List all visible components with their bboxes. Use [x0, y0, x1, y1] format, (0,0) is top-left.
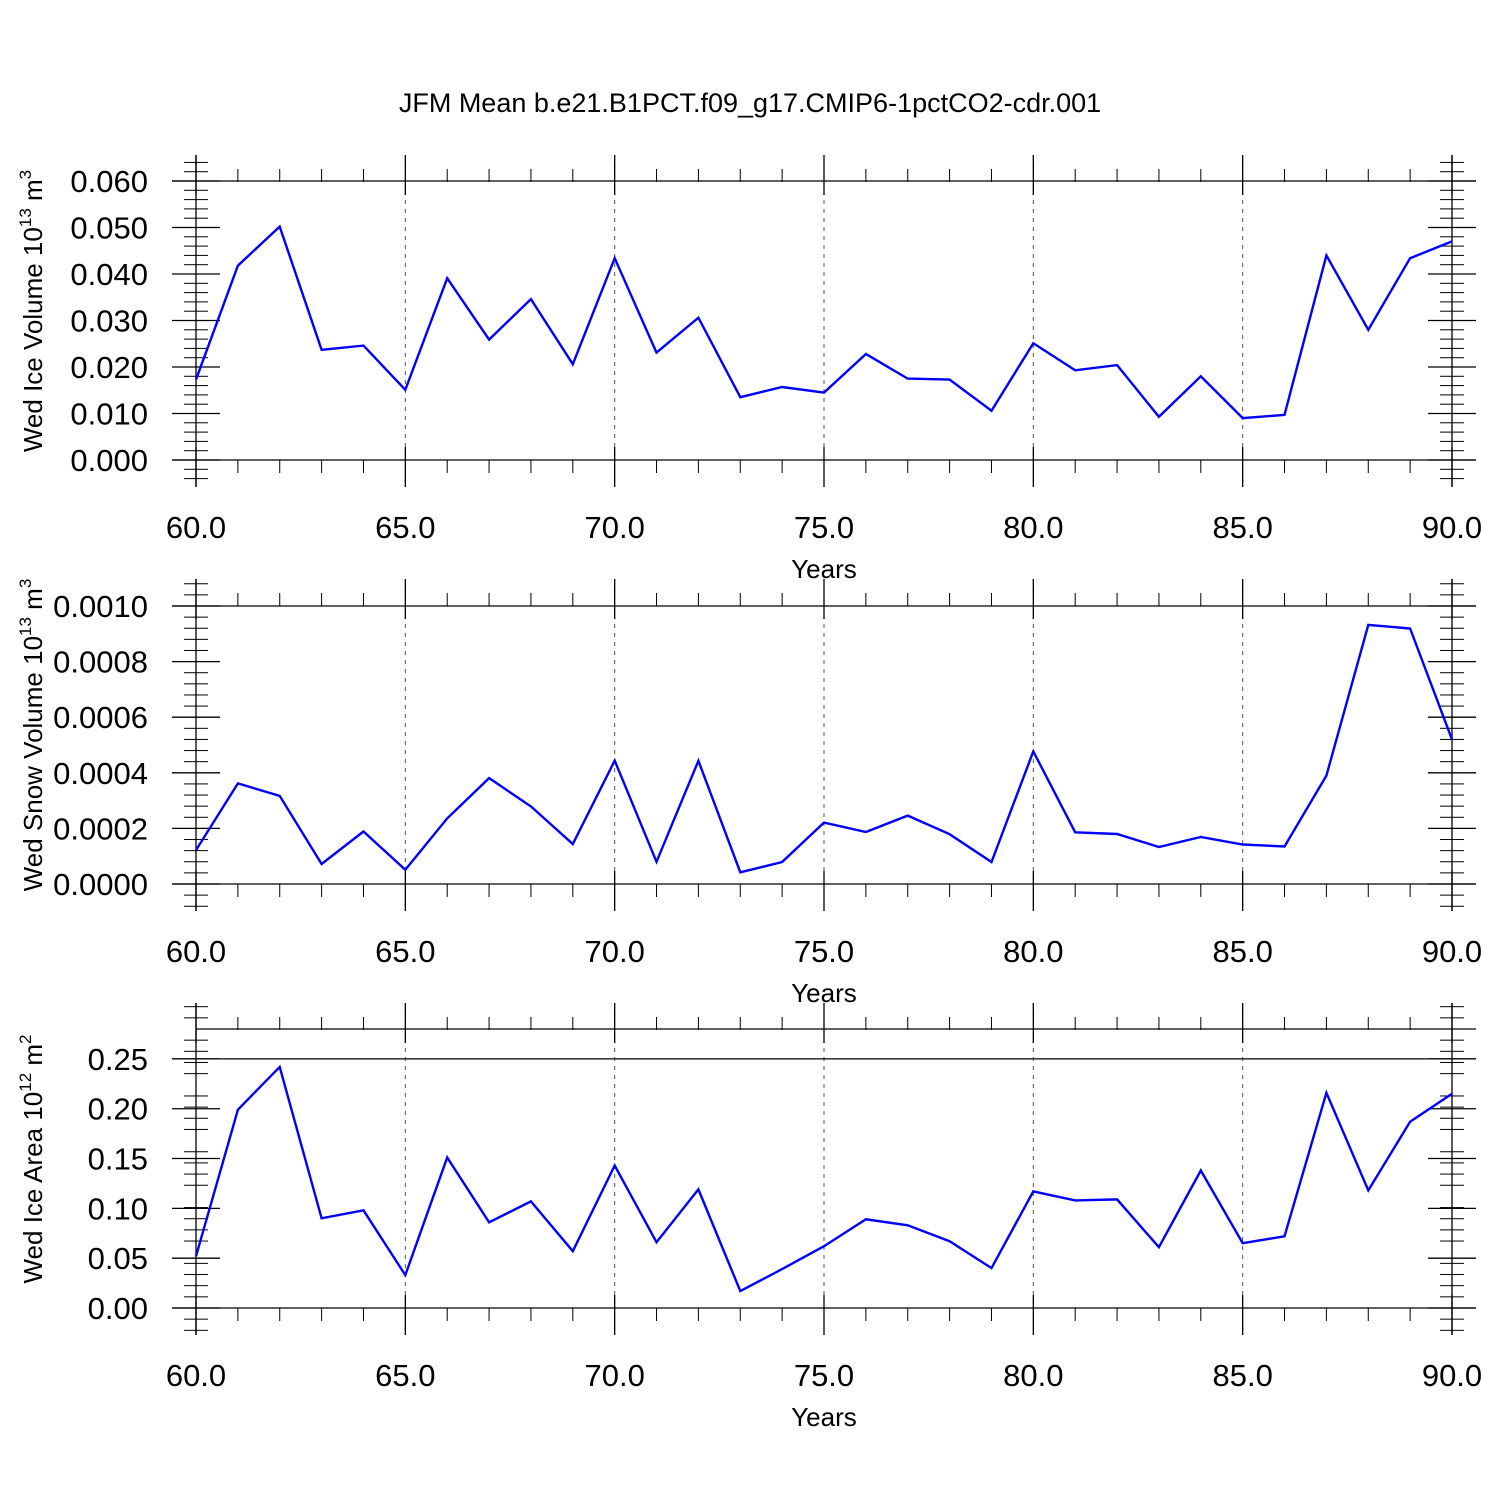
- x-tick-label: 60.0: [166, 510, 226, 545]
- panel-2: 0.0000 0.0002 0.0004 0.0006 0.0008 0.0010 60.0…: [16, 579, 1482, 1008]
- panel-3: 0.00 0.05 0.10 0.15 0.20 0.25 60.0 65.0 70.0 75.0…: [16, 1003, 1482, 1432]
- y-tick-label: 0.0006: [53, 700, 148, 735]
- x-axis-title: Years: [791, 1402, 857, 1432]
- x-tick-label: 80.0: [1003, 510, 1063, 545]
- x-tick-label: 85.0: [1212, 510, 1272, 545]
- y-tick-label: 0.000: [70, 443, 148, 478]
- y-tick-label: 0.00: [88, 1291, 148, 1326]
- x-tick-label: 75.0: [794, 934, 854, 969]
- x-tick-label: 70.0: [584, 510, 644, 545]
- y-axis-title: Wed Ice Area 1012 m2: [16, 1034, 48, 1283]
- y-tick-label: 0.010: [70, 397, 148, 432]
- x-tick-label: 85.0: [1212, 934, 1272, 969]
- y-tick-label: 0.0000: [53, 867, 148, 902]
- y-tick-label: 0.030: [70, 304, 148, 339]
- x-tick-label: 65.0: [375, 510, 435, 545]
- series-line: [194, 224, 1453, 420]
- y-axis-title: Wed Ice Volume 1013 m3: [16, 170, 48, 452]
- y-tick-label: 0.15: [88, 1142, 148, 1177]
- y-tick-label: 0.25: [88, 1042, 148, 1077]
- x-tick-label: 70.0: [584, 934, 644, 969]
- chart-title: JFM Mean b.e21.B1PCT.f09_g17.CMIP6-1pctC…: [398, 88, 1102, 118]
- y-tick-label: 0.060: [70, 164, 148, 199]
- y-axis-title: Wed Snow Volume 1013 m3: [16, 579, 48, 892]
- x-tick-label: 80.0: [1003, 1358, 1063, 1393]
- x-tick-label: 75.0: [794, 510, 854, 545]
- x-tick-label: 80.0: [1003, 934, 1063, 969]
- y-tick-label: 0.040: [70, 257, 148, 292]
- x-tick-label: 90.0: [1422, 934, 1482, 969]
- x-tick-label: 75.0: [794, 1358, 854, 1393]
- panel-1: 0.000 0.010 0.020 0.030 0.040 0.050 0.060 60.0 6…: [16, 155, 1482, 584]
- y-tick-label: 0.0004: [53, 756, 148, 791]
- x-tick-label: 70.0: [584, 1358, 644, 1393]
- y-tick-label: 0.050: [70, 211, 148, 246]
- y-tick-label: 0.020: [70, 350, 148, 385]
- x-tick-label: 65.0: [375, 1358, 435, 1393]
- y-tick-label: 0.10: [88, 1191, 148, 1226]
- y-tick-label: 0.0010: [53, 589, 148, 624]
- x-tick-label: 60.0: [166, 934, 226, 969]
- series-line: [194, 1064, 1453, 1293]
- x-tick-label: 90.0: [1422, 510, 1482, 545]
- x-tick-label: 90.0: [1422, 1358, 1482, 1393]
- x-tick-label: 65.0: [375, 934, 435, 969]
- y-tick-label: 0.05: [88, 1241, 148, 1276]
- y-tick-label: 0.20: [88, 1092, 148, 1127]
- y-tick-label: 0.0002: [53, 811, 148, 846]
- y-tick-label: 0.0008: [53, 645, 148, 680]
- series-line: [194, 623, 1454, 874]
- x-tick-label: 60.0: [166, 1358, 226, 1393]
- x-tick-label: 85.0: [1212, 1358, 1272, 1393]
